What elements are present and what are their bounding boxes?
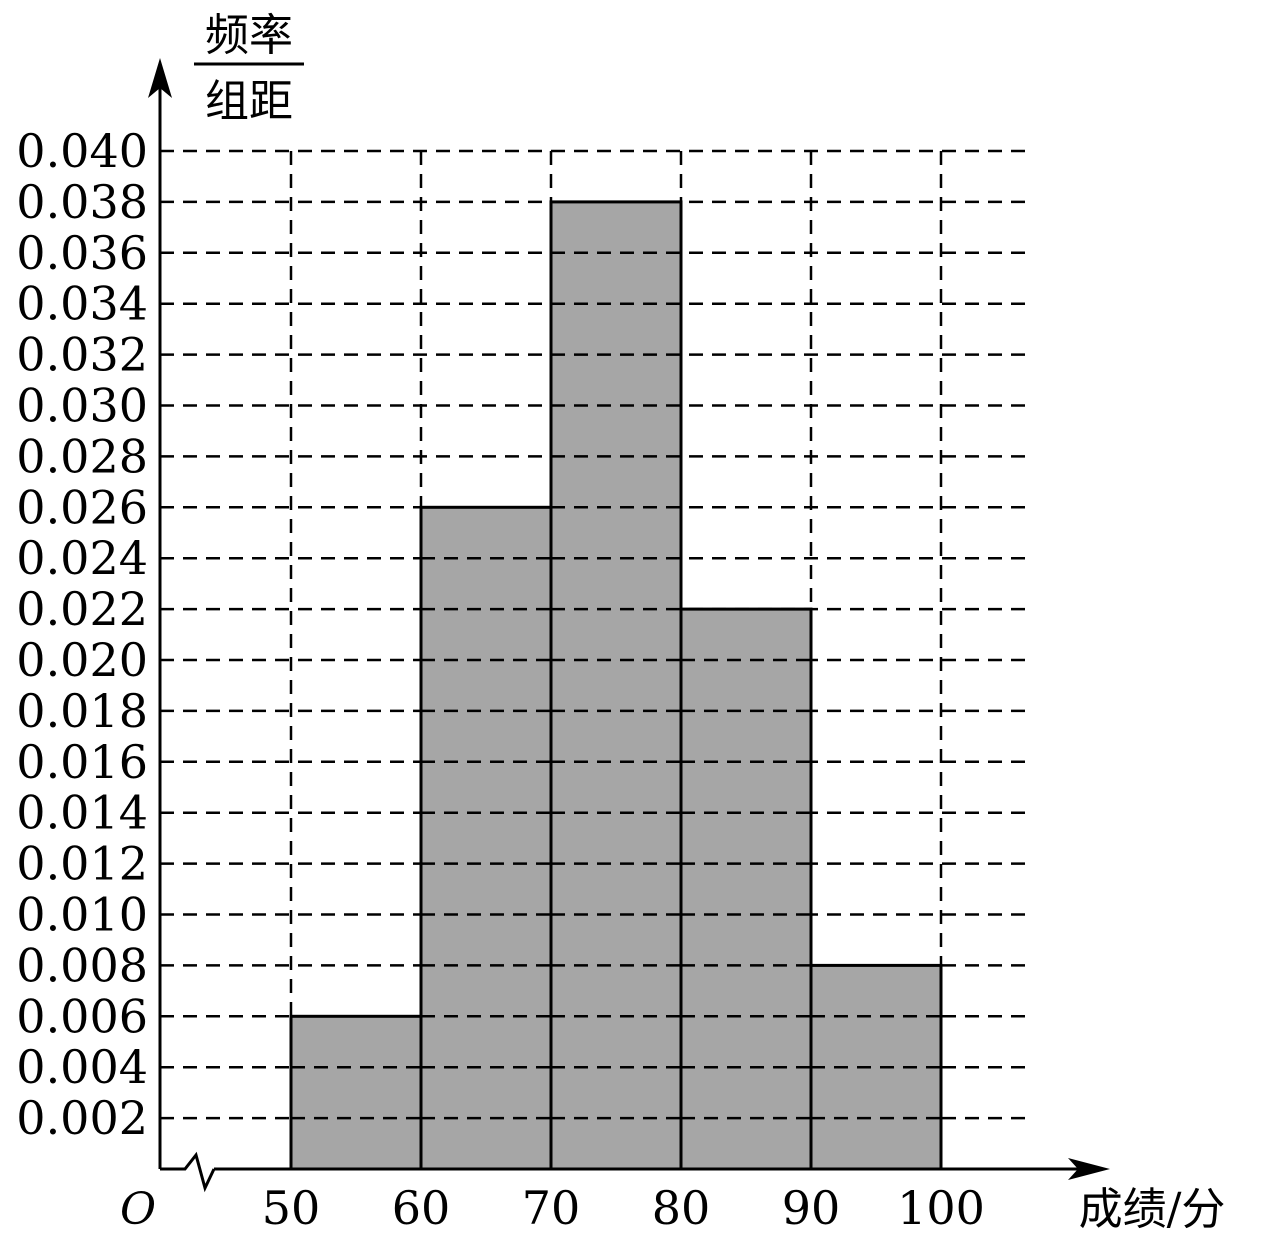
y-tick-label: 0.008	[16, 938, 148, 992]
y-tick-label: 0.034	[16, 277, 148, 331]
x-tick-label: 80	[652, 1181, 711, 1235]
x-axis-arrow	[1068, 1158, 1110, 1180]
y-tick-label: 0.004	[16, 1040, 148, 1094]
y-tick-labels: 0.0020.0040.0060.0080.0100.0120.0140.016…	[16, 124, 148, 1145]
x-axis-label: 成绩/分	[1079, 1184, 1226, 1235]
y-tick-label: 0.040	[16, 124, 148, 178]
y-tick-label: 0.032	[16, 328, 148, 382]
y-axis-label-numerator: 频率	[205, 10, 293, 61]
histogram-bar	[811, 965, 941, 1169]
y-axis-arrow	[148, 58, 172, 98]
x-tick-label: 50	[262, 1181, 321, 1235]
y-tick-label: 0.018	[16, 684, 148, 738]
y-tick-label: 0.014	[16, 786, 148, 840]
y-tick-label: 0.012	[16, 837, 148, 891]
histogram-bar	[291, 1016, 421, 1169]
x-tick-label: 60	[392, 1181, 451, 1235]
histogram-bar	[681, 609, 811, 1169]
x-tick-label: 90	[782, 1181, 841, 1235]
y-tick-label: 0.024	[16, 531, 148, 585]
x-tick-labels: 50 60 70 80 90 100	[262, 1181, 985, 1235]
origin-label: O	[120, 1184, 156, 1235]
y-tick-label: 0.028	[16, 429, 148, 483]
y-tick-label: 0.026	[16, 480, 148, 534]
y-tick-label: 0.016	[16, 735, 148, 789]
x-axis-break	[160, 1151, 216, 1193]
y-tick-label: 0.006	[16, 989, 148, 1043]
x-tick-label: 70	[522, 1181, 581, 1235]
histogram-bars	[289, 200, 943, 1171]
y-tick-label: 0.030	[16, 379, 148, 433]
y-axis-label: 频率 组距	[194, 10, 304, 127]
y-tick-label: 0.038	[16, 175, 148, 229]
y-tick-label: 0.036	[16, 226, 148, 280]
histogram-bar	[421, 507, 551, 1169]
y-tick-label: 0.022	[16, 582, 148, 636]
y-axis-label-denominator: 组距	[205, 76, 293, 127]
y-tick-label: 0.002	[16, 1091, 148, 1145]
axes	[148, 58, 1110, 1193]
histogram-bar	[551, 201, 681, 1169]
y-tick-label: 0.010	[16, 888, 148, 942]
x-tick-label: 100	[897, 1181, 985, 1235]
y-tick-label: 0.020	[16, 633, 148, 687]
